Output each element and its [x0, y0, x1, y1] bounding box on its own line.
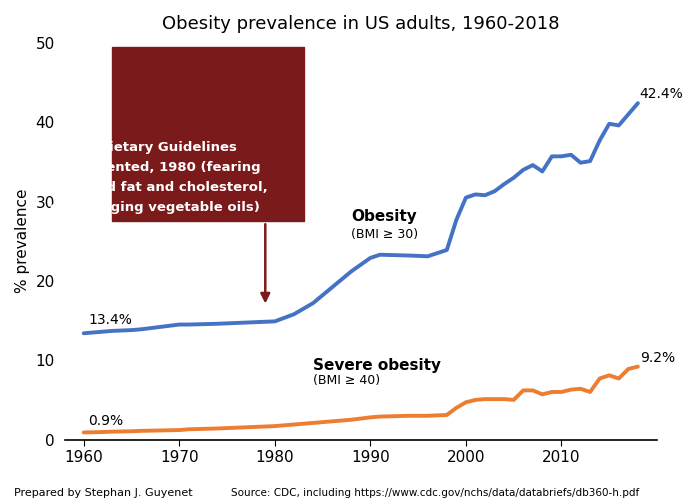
Y-axis label: % prevalence: % prevalence [15, 189, 30, 294]
Text: (BMI ≥ 40): (BMI ≥ 40) [313, 374, 380, 387]
Text: 13.4%: 13.4% [88, 313, 132, 327]
Text: 9.2%: 9.2% [640, 351, 675, 365]
Text: 0.9%: 0.9% [88, 414, 124, 428]
Text: Severe obesity: Severe obesity [313, 358, 441, 373]
Text: US Dietary Guidelines
implemented, 1980 (fearing
saturated fat and cholesterol,
: US Dietary Guidelines implemented, 1980 … [43, 142, 268, 214]
Title: Obesity prevalence in US adults, 1960-2018: Obesity prevalence in US adults, 1960-20… [162, 15, 559, 33]
Text: Obesity: Obesity [351, 210, 417, 224]
FancyBboxPatch shape [113, 47, 304, 222]
Text: 42.4%: 42.4% [640, 87, 684, 101]
Text: (BMI ≥ 30): (BMI ≥ 30) [351, 228, 419, 241]
Text: Source: CDC, including https://www.cdc.gov/nchs/data/databriefs/db360-h.pdf: Source: CDC, including https://www.cdc.g… [231, 488, 639, 498]
Text: Prepared by Stephan J. Guyenet: Prepared by Stephan J. Guyenet [14, 488, 192, 498]
